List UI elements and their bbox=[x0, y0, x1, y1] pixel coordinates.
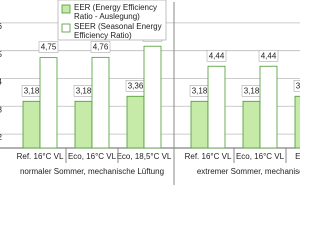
value-label: 4,76 bbox=[93, 42, 109, 51]
group-label: extremer Sommer, mechanische Lü bbox=[197, 167, 300, 176]
bar bbox=[259, 65, 278, 149]
legend-label: SEER (Seasonal Energy Efficiency Ratio) bbox=[74, 22, 162, 40]
x-tick-label: Eco, 18,5 bbox=[295, 152, 300, 161]
bar bbox=[22, 100, 41, 149]
y-tick-label: 3 bbox=[0, 105, 3, 114]
value-label: 4,44 bbox=[209, 51, 225, 60]
legend-label: EER (Energy Efficiency Ratio - Auslegung) bbox=[74, 3, 157, 21]
value-label: 3,36 bbox=[296, 81, 300, 90]
value-label: 4,44 bbox=[261, 51, 277, 60]
x-tick-label: Eco, 16°C VL bbox=[68, 152, 117, 161]
x-tick-label: Ref. 16°C VL bbox=[17, 152, 64, 161]
group-label: normaler Sommer, mechanische Lüftung bbox=[20, 167, 164, 176]
value-label-box bbox=[90, 41, 111, 53]
bar bbox=[126, 95, 145, 149]
bar bbox=[91, 56, 110, 149]
x-tick-label: Eco, 18,5°C VL bbox=[117, 152, 172, 161]
x-tick-label: Ref. 16°C VL bbox=[185, 152, 232, 161]
value-label-box bbox=[38, 41, 59, 53]
value-label: 3,18 bbox=[192, 86, 208, 95]
y-tick-label: 2 bbox=[0, 133, 3, 142]
legend-swatch bbox=[61, 4, 71, 14]
value-label: 4,75 bbox=[41, 43, 57, 52]
value-label: 3,18 bbox=[244, 86, 260, 95]
legend-swatch bbox=[61, 23, 71, 33]
value-label-box bbox=[206, 49, 227, 62]
chart: 2 3 4 5 6 3,18 4,75 Ref. 16°C VL 3,18 4,76 Eco, 16… bbox=[0, 0, 300, 185]
value-label: 3,18 bbox=[76, 86, 92, 95]
value-label: 3,18 bbox=[24, 86, 40, 95]
value-label: 3,36 bbox=[128, 81, 144, 90]
legend-box bbox=[57, 0, 167, 41]
y-tick-label: 4 bbox=[0, 78, 3, 87]
bar bbox=[294, 95, 300, 149]
value-label-box bbox=[293, 80, 300, 92]
value-label-box bbox=[258, 49, 279, 62]
bar bbox=[74, 100, 93, 149]
x-tick-label: Eco, 16°C VL bbox=[236, 152, 285, 161]
bar bbox=[39, 57, 58, 149]
y-tick-label: 5 bbox=[0, 50, 3, 59]
bar bbox=[190, 100, 209, 149]
bar bbox=[242, 100, 261, 149]
bar bbox=[207, 65, 226, 149]
bar bbox=[143, 45, 162, 149]
y-tick-label: 6 bbox=[0, 22, 3, 31]
